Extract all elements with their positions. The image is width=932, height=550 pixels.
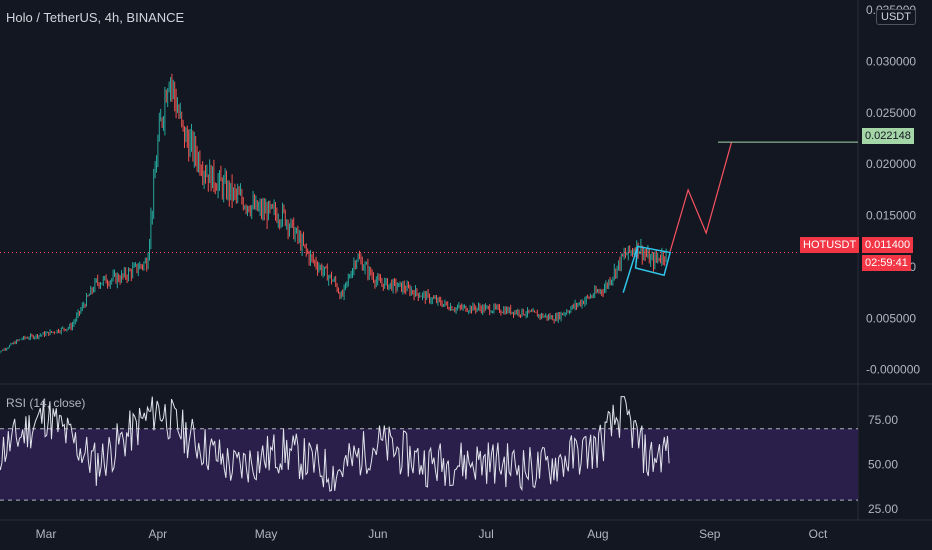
projection-path bbox=[669, 142, 732, 252]
rsi-tick: 25.00 bbox=[868, 502, 898, 516]
rsi-title: RSI (14, close) bbox=[6, 396, 86, 410]
price-tick: 0.015000 bbox=[866, 209, 916, 223]
price-tick: 0.020000 bbox=[866, 157, 916, 171]
last-price-tag: 0.011400 bbox=[862, 237, 914, 253]
flag-pattern bbox=[634, 245, 672, 277]
target-price-tag: 0.022148 bbox=[862, 128, 914, 144]
rsi-line bbox=[0, 396, 670, 492]
symbol-tag: HOTUSDT bbox=[800, 237, 860, 253]
time-tick: Apr bbox=[148, 527, 167, 541]
time-tick: Jun bbox=[368, 527, 387, 541]
price-tick: 0.005000 bbox=[866, 311, 916, 325]
time-tick: Oct bbox=[809, 527, 828, 541]
rsi-tick: 75.00 bbox=[868, 413, 898, 427]
price-tick: -0.000000 bbox=[866, 363, 920, 377]
currency-button[interactable]: USDT bbox=[876, 9, 916, 25]
time-tick: Aug bbox=[587, 527, 608, 541]
time-tick: May bbox=[255, 527, 278, 541]
rsi-tick: 50.00 bbox=[868, 457, 898, 471]
price-tick: 0.030000 bbox=[866, 54, 916, 68]
time-tick: Sep bbox=[699, 527, 721, 541]
countdown-tag: 02:59:41 bbox=[862, 255, 911, 271]
time-tick: Jul bbox=[478, 527, 493, 541]
price-tick: 0.025000 bbox=[866, 106, 916, 120]
chart-title: Holo / TetherUS, 4h, BINANCE bbox=[6, 10, 185, 25]
flag-pole bbox=[622, 246, 639, 293]
time-tick: Mar bbox=[36, 527, 57, 541]
